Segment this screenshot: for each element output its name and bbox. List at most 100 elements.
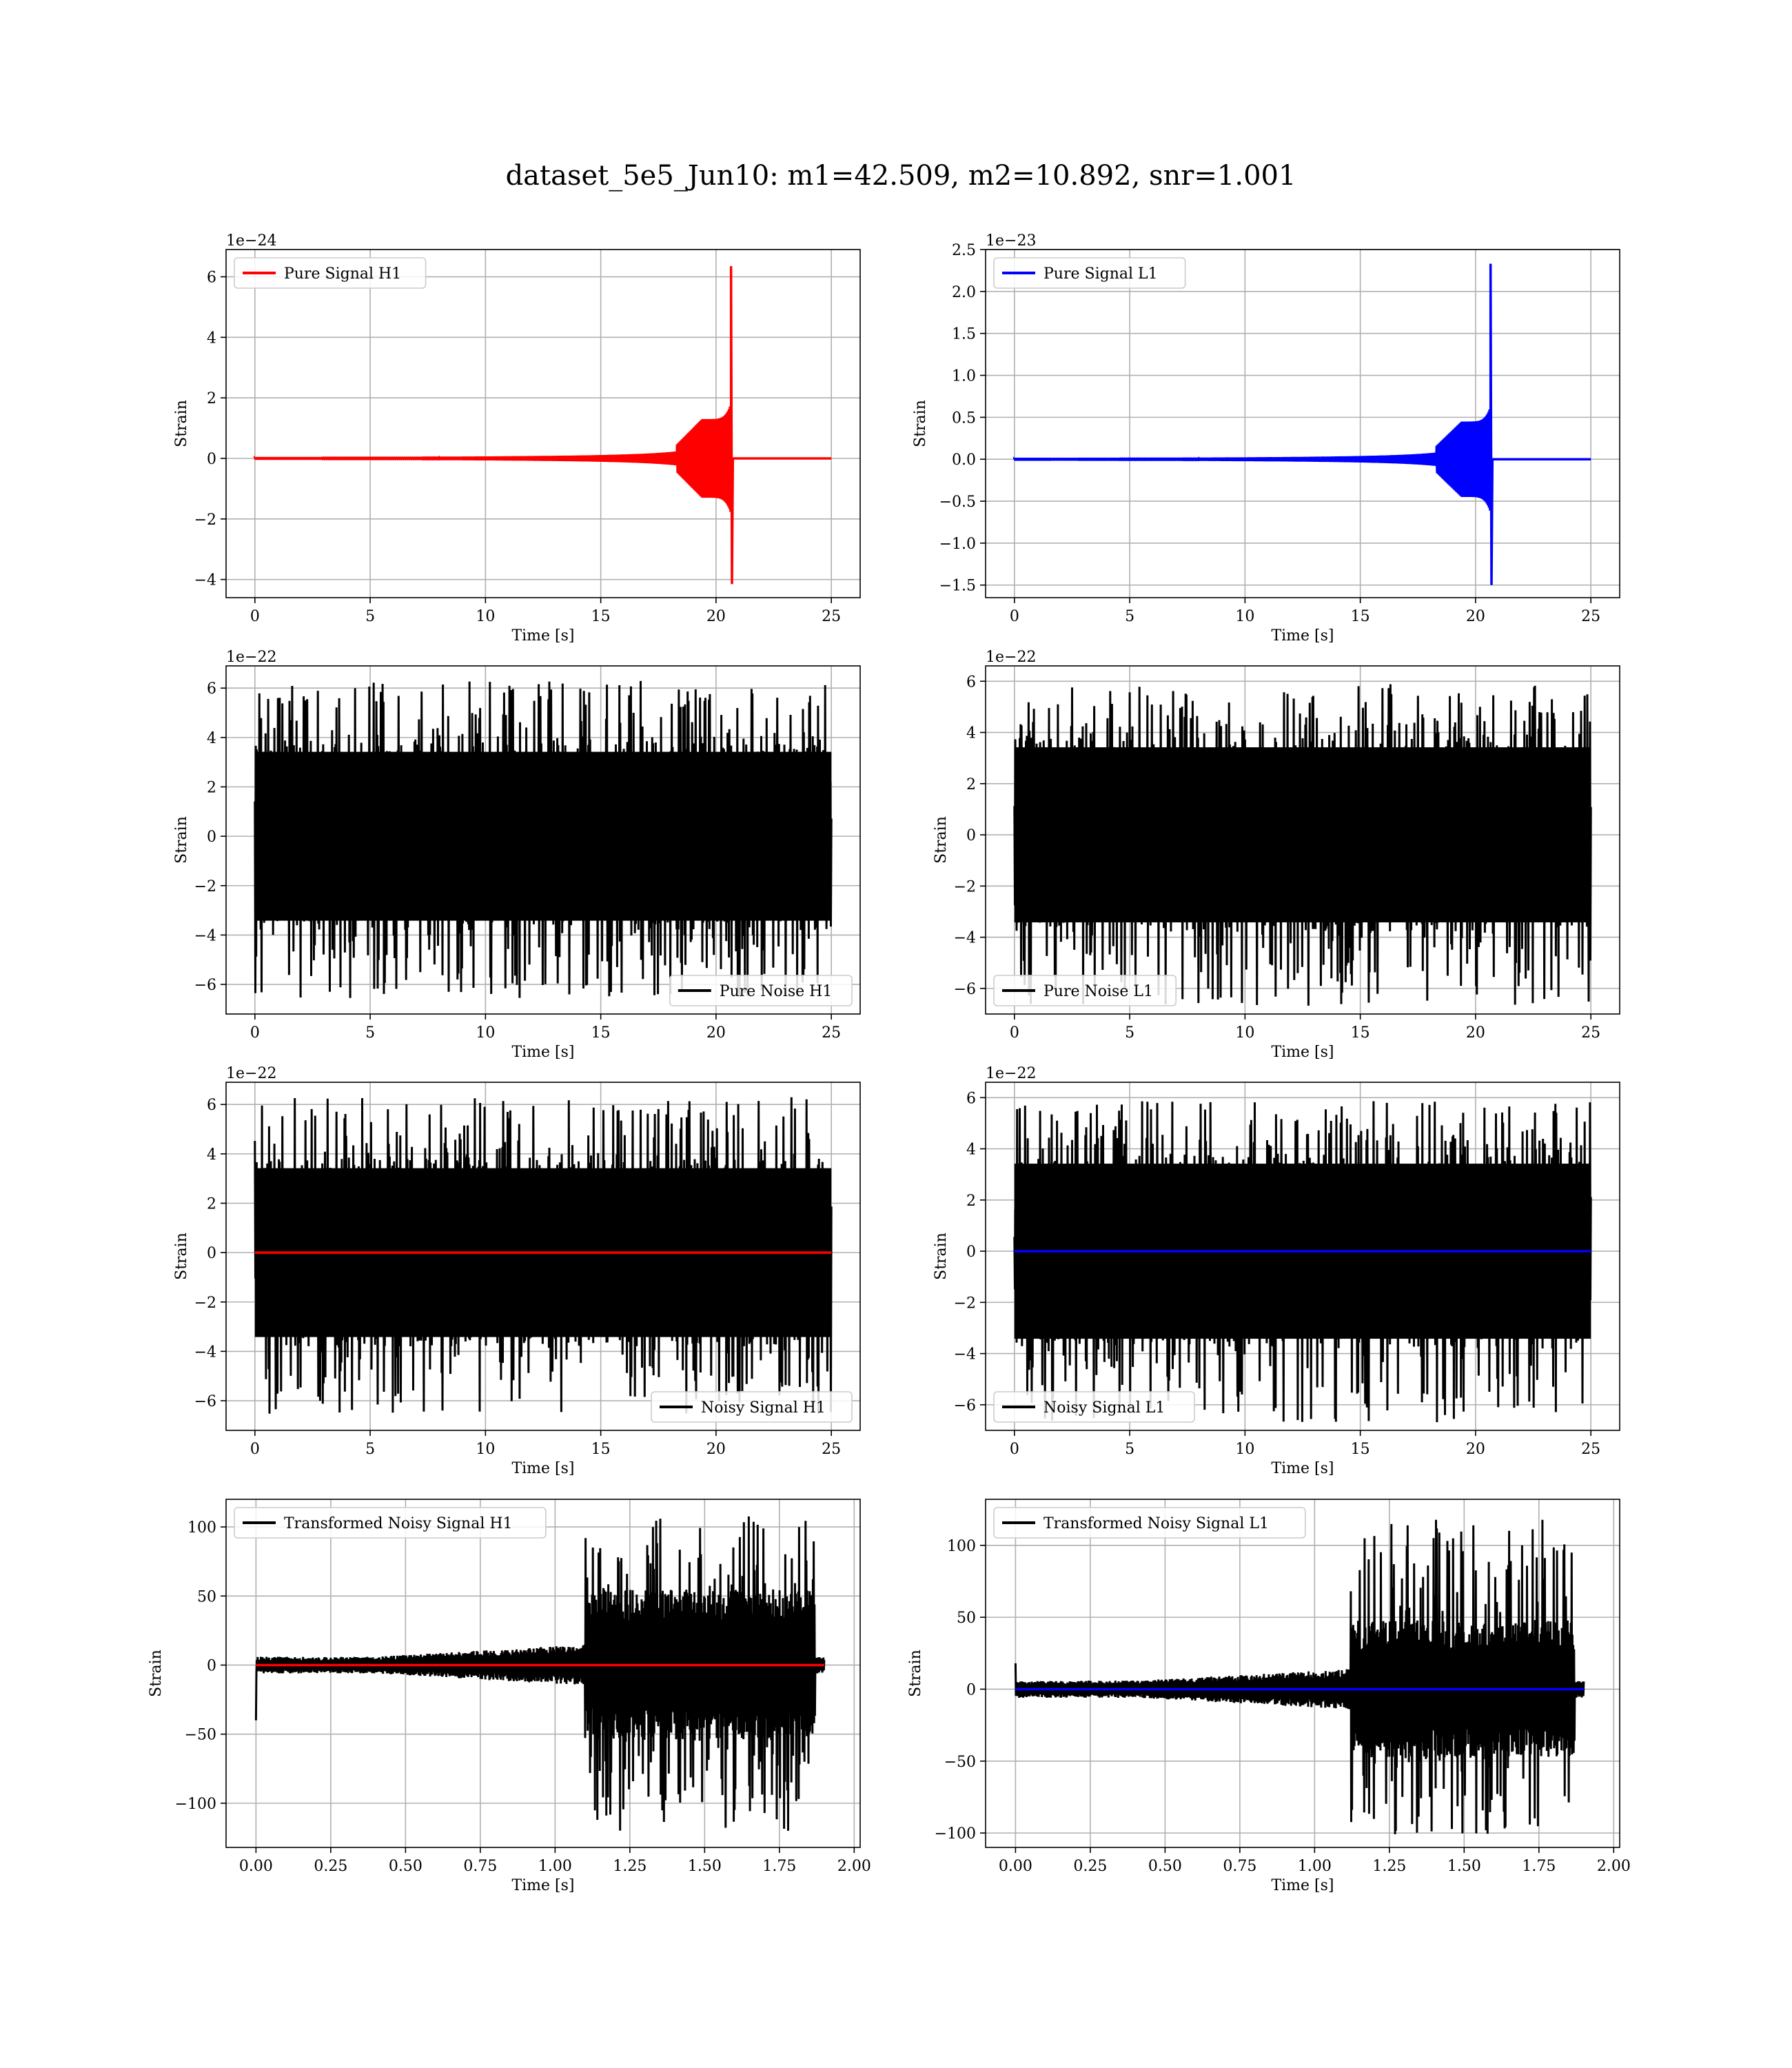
y-tick-label: 4 xyxy=(207,730,216,747)
y-tick-label: −6 xyxy=(954,981,976,998)
y-tick-label: 0 xyxy=(207,829,216,846)
x-tick-label: 25 xyxy=(1581,608,1600,625)
legend-box xyxy=(993,975,1177,1006)
x-tick-label: 10 xyxy=(476,608,495,625)
y-tick-label: 0 xyxy=(207,451,216,468)
x-tick-label: 15 xyxy=(1351,1441,1370,1458)
y-tick-label: 50 xyxy=(957,1610,976,1627)
x-tick-label: 10 xyxy=(1235,1024,1254,1042)
x-axis-label: Time [s] xyxy=(1271,1044,1334,1061)
x-axis-label: Time [s] xyxy=(1271,1460,1334,1477)
legend-box xyxy=(651,1391,853,1423)
series-line xyxy=(1012,263,1591,585)
y-axis-label: Strain xyxy=(912,400,929,447)
x-tick-label: 0 xyxy=(250,1441,260,1458)
plot-area xyxy=(254,680,833,998)
x-tick-label: 20 xyxy=(1466,608,1485,625)
legend-entry: Pure Noise H1 xyxy=(720,983,833,1000)
x-tick-label: 1.00 xyxy=(1298,1858,1332,1875)
x-tick-label: 1.50 xyxy=(1447,1858,1481,1875)
y-axis-label: Strain xyxy=(933,1233,950,1280)
x-tick-label: 1.75 xyxy=(762,1858,796,1875)
x-tick-label: 1.25 xyxy=(613,1858,646,1875)
x-tick-label: 20 xyxy=(706,1024,726,1042)
x-tick-label: 5 xyxy=(1125,608,1134,625)
subplot-transformed-noisy-signal-l1: 0.00 0.25 0.50 0.75 1.00 1.25 1.50 1.75 2.00 −100… xyxy=(907,1499,1631,1894)
y-tick-label: −6 xyxy=(954,1397,976,1415)
y-tick-label: 4 xyxy=(966,725,976,742)
y-tick-label: 2 xyxy=(207,390,216,407)
y-tick-label: 6 xyxy=(207,680,216,698)
x-tick-label: 10 xyxy=(476,1024,495,1042)
y-tick-label: −2 xyxy=(194,511,216,529)
y-tick-label: −4 xyxy=(954,930,976,947)
y-tick-label: 4 xyxy=(207,1146,216,1164)
x-tick-label: 25 xyxy=(822,1441,841,1458)
legend-entry: Noisy Signal H1 xyxy=(701,1399,826,1417)
legend-box xyxy=(234,257,427,289)
x-tick-label: 5 xyxy=(365,1441,375,1458)
x-tick-label: 0 xyxy=(250,1024,260,1042)
y-tick-label: 0.5 xyxy=(952,409,976,427)
y-axis-label: Strain xyxy=(907,1650,924,1697)
legend-entry: Pure Signal H1 xyxy=(284,265,401,283)
y-tick-label: 6 xyxy=(207,270,216,287)
legend-entry: Pure Signal L1 xyxy=(1043,265,1158,283)
subplot-pure-noise-h1: 0 5 10 15 20 25 −6 −4 −2 0 2 4 6 1e−22 Time [s] Strain P… xyxy=(173,649,861,1061)
axis-exponent-label: 1e−22 xyxy=(226,649,276,666)
y-tick-label: 1.0 xyxy=(952,368,976,385)
figure-title: dataset_5e5_Jun10: m1=42.509, m2=10.892,… xyxy=(506,160,1296,192)
y-tick-label: 6 xyxy=(207,1097,216,1114)
y-tick-label: 100 xyxy=(947,1538,976,1555)
axis-exponent-label: 1e−22 xyxy=(986,1065,1036,1082)
y-tick-label: −1.0 xyxy=(939,536,976,553)
y-tick-label: 2 xyxy=(207,779,216,796)
plot-area xyxy=(1012,263,1591,585)
legend: Pure Noise H1 xyxy=(669,975,853,1006)
x-tick-label: 10 xyxy=(1235,1441,1254,1458)
x-tick-label: 0.75 xyxy=(1223,1858,1256,1875)
x-tick-label: 25 xyxy=(1581,1441,1600,1458)
y-tick-label: 50 xyxy=(197,1588,216,1605)
y-tick-label: −4 xyxy=(194,1344,216,1361)
legend: Transformed Noisy Signal L1 xyxy=(993,1507,1306,1539)
axis-exponent-label: 1e−22 xyxy=(986,649,1036,666)
x-tick-label: 0.25 xyxy=(314,1858,347,1875)
legend-entry: Pure Noise L1 xyxy=(1043,983,1153,1000)
y-tick-label: 6 xyxy=(966,673,976,691)
x-tick-label: 0 xyxy=(1010,1024,1019,1042)
y-tick-label: 1.5 xyxy=(952,326,976,343)
y-tick-label: −0.5 xyxy=(939,494,976,511)
series-line xyxy=(254,680,833,998)
x-tick-label: 1.00 xyxy=(538,1858,572,1875)
y-tick-label: −1.5 xyxy=(939,578,976,595)
y-tick-label: −6 xyxy=(194,977,216,994)
y-tick-label: 2 xyxy=(207,1195,216,1213)
y-tick-label: −4 xyxy=(194,927,216,944)
x-axis-label: Time [s] xyxy=(511,627,574,645)
legend-box xyxy=(669,975,853,1006)
x-tick-label: 15 xyxy=(591,1441,611,1458)
subplot-pure-signal-h1: 0 5 10 15 20 25 −4 −2 0 2 4 6 1e−24 Time [s] Strain Pur… xyxy=(173,232,861,645)
legend-entry: Transformed Noisy Signal H1 xyxy=(284,1515,513,1532)
x-tick-label: 0.50 xyxy=(1148,1858,1182,1875)
series-line xyxy=(254,1516,826,1831)
y-tick-label: −6 xyxy=(194,1393,216,1410)
x-tick-label: 1.25 xyxy=(1372,1858,1406,1875)
x-tick-label: 20 xyxy=(1466,1024,1485,1042)
x-tick-label: 5 xyxy=(1125,1024,1134,1042)
x-tick-label: 0 xyxy=(250,608,260,625)
x-tick-label: 25 xyxy=(822,1024,841,1042)
axis-exponent-label: 1e−22 xyxy=(226,1065,276,1082)
y-tick-label: 0 xyxy=(966,1681,976,1699)
y-tick-label: −100 xyxy=(935,1825,976,1843)
x-tick-label: 20 xyxy=(706,1441,726,1458)
y-tick-label: −100 xyxy=(175,1796,216,1813)
y-tick-label: 2.0 xyxy=(952,284,976,301)
series-line xyxy=(254,1097,833,1414)
subplot-pure-signal-l1: 0 5 10 15 20 25 −1.5 −1.0 −0.5 0.0 0.5 1.0 1.5 2.0 2.5… xyxy=(912,232,1620,645)
legend: Noisy Signal L1 xyxy=(993,1391,1195,1423)
y-tick-label: −4 xyxy=(194,572,216,589)
y-tick-label: 0 xyxy=(207,1657,216,1674)
